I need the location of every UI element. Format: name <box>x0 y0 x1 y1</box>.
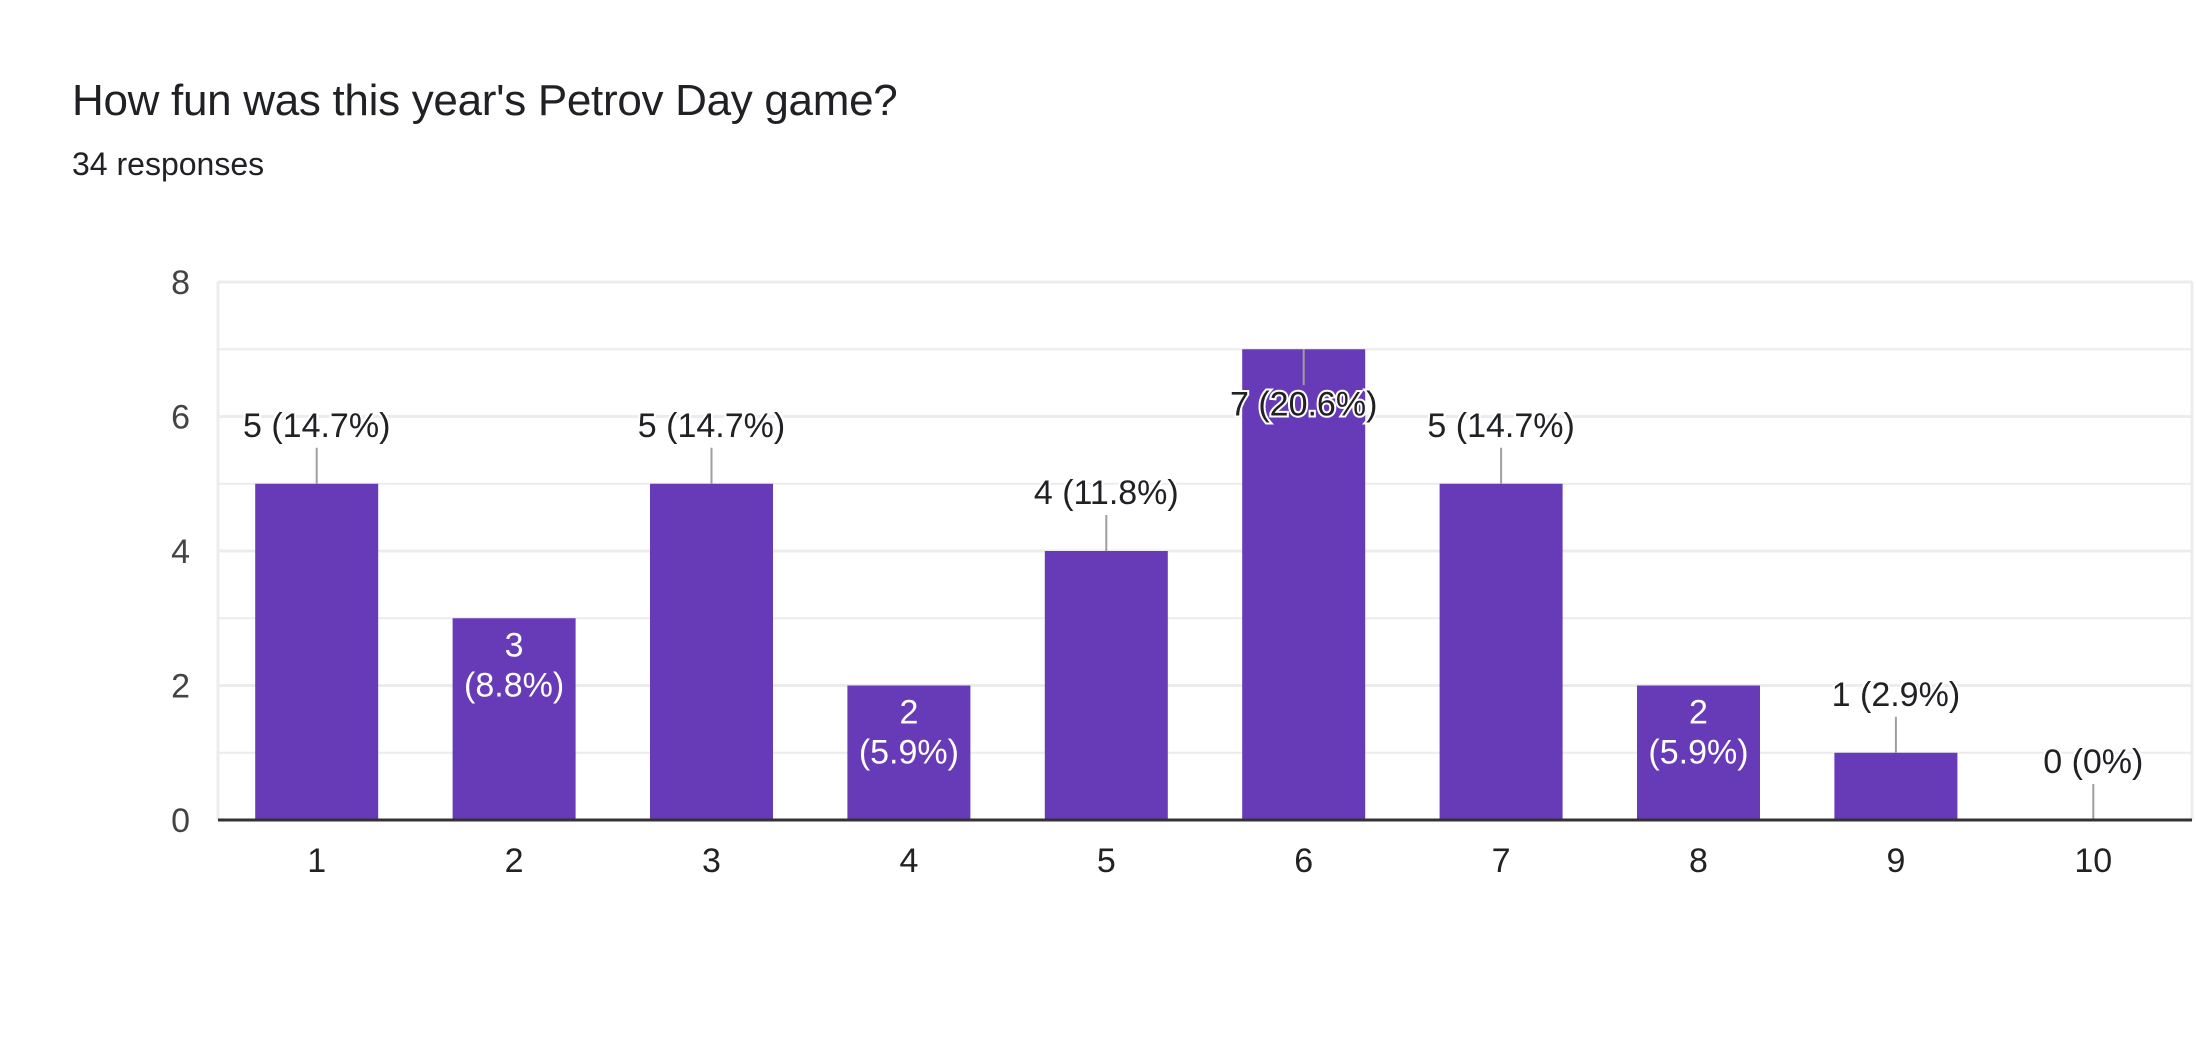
data-label: 4 (11.8%) <box>1034 474 1179 512</box>
bar <box>1044 551 1168 820</box>
response-count: 34 responses <box>72 146 265 182</box>
y-tick-label: 6 <box>171 399 190 437</box>
bar <box>650 483 773 820</box>
x-tick-label: 9 <box>1886 842 1905 880</box>
data-label: 1 (2.9%) <box>1832 676 1961 714</box>
data-label: (5.9%) <box>859 734 959 772</box>
bar <box>255 483 379 820</box>
bar <box>1834 752 1958 820</box>
data-label: 5 (14.7%) <box>1427 407 1574 445</box>
bar <box>452 618 576 820</box>
data-label: (5.9%) <box>1648 734 1748 772</box>
x-tick-label: 3 <box>702 842 721 880</box>
bar <box>847 685 971 820</box>
data-label: 7 (20.6%) <box>1230 385 1377 423</box>
data-label: 2 <box>1689 694 1708 732</box>
x-tick-label: 5 <box>1097 842 1116 880</box>
x-tick-label: 1 <box>307 842 326 880</box>
bar <box>1637 685 1760 820</box>
data-label: 5 (14.7%) <box>243 407 390 445</box>
x-tick-label: 7 <box>1492 842 1511 880</box>
data-label: (8.8%) <box>464 666 564 704</box>
y-tick-label: 0 <box>171 802 190 840</box>
data-label: 2 <box>899 694 918 732</box>
x-tick-label: 2 <box>505 842 524 880</box>
x-tick-label: 8 <box>1689 842 1708 880</box>
bar <box>1242 349 1366 820</box>
x-tick-label: 6 <box>1294 842 1313 880</box>
data-label: 0 (0%) <box>2043 743 2143 781</box>
x-tick-label: 10 <box>2074 842 2112 880</box>
x-tick-label: 4 <box>899 842 918 880</box>
y-tick-label: 2 <box>171 668 190 706</box>
y-tick-label: 4 <box>171 533 190 571</box>
data-label: 5 (14.7%) <box>638 407 785 445</box>
data-label: 3 <box>505 626 524 664</box>
y-tick-label: 8 <box>171 264 190 302</box>
chart-title: How fun was this year's Petrov Day game? <box>72 76 898 125</box>
bar <box>1439 483 1563 820</box>
